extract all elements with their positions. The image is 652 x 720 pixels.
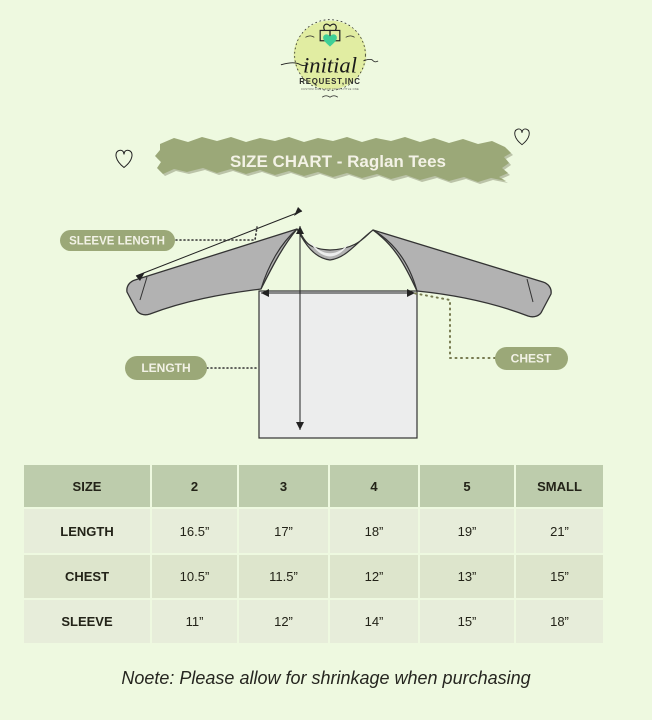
svg-text:SLEEVE LENGTH: SLEEVE LENGTH — [69, 236, 165, 248]
svg-text:CHEST: CHEST — [511, 352, 552, 366]
svg-text:LENGTH: LENGTH — [141, 361, 190, 375]
